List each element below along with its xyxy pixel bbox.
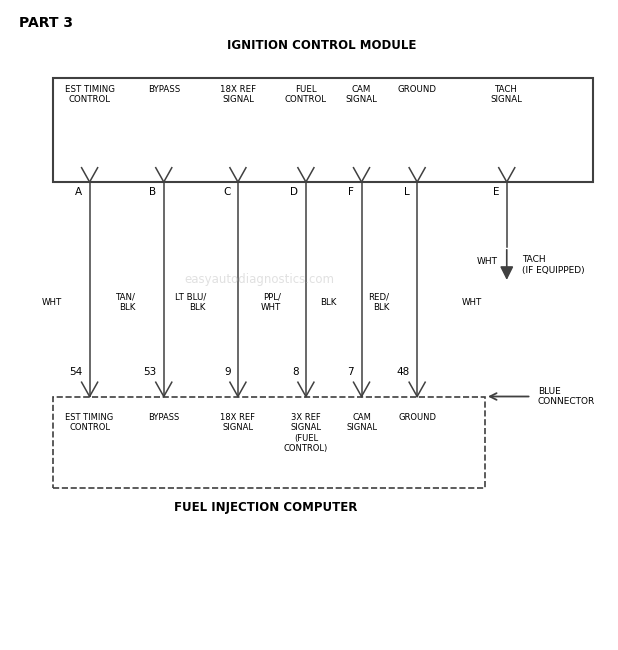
Text: CAM
SIGNAL: CAM SIGNAL (346, 413, 377, 432)
Text: BLUE
CONNECTOR: BLUE CONNECTOR (538, 387, 595, 406)
Text: FUEL INJECTION COMPUTER: FUEL INJECTION COMPUTER (174, 500, 357, 514)
Text: B: B (149, 187, 156, 197)
Text: TACH
SIGNAL: TACH SIGNAL (491, 84, 523, 104)
Text: L: L (404, 187, 410, 197)
Text: FUEL
CONTROL: FUEL CONTROL (285, 84, 327, 104)
Text: F: F (348, 187, 354, 197)
Text: D: D (290, 187, 298, 197)
Text: 48: 48 (397, 367, 410, 377)
Text: IGNITION CONTROL MODULE: IGNITION CONTROL MODULE (227, 39, 416, 52)
Text: TAN/
BLK: TAN/ BLK (116, 292, 136, 312)
Text: WHT: WHT (41, 298, 62, 307)
Text: 3X REF
SIGNAL
(FUEL
CONTROL): 3X REF SIGNAL (FUEL CONTROL) (284, 413, 328, 453)
Text: LT BLU/
BLK: LT BLU/ BLK (174, 292, 206, 312)
Text: WHT: WHT (462, 298, 482, 307)
Text: GROUND: GROUND (398, 413, 436, 422)
Text: EST TIMING
CONTROL: EST TIMING CONTROL (65, 84, 114, 104)
Text: PPL/
WHT: PPL/ WHT (261, 292, 281, 312)
Text: BYPASS: BYPASS (148, 413, 179, 422)
Text: 54: 54 (69, 367, 82, 377)
Text: easyautodiagnostics.com: easyautodiagnostics.com (185, 273, 334, 286)
Text: PART 3: PART 3 (19, 16, 72, 31)
Text: TACH
(IF EQUIPPED): TACH (IF EQUIPPED) (522, 255, 585, 274)
Bar (53, 78, 593, 182)
Text: A: A (75, 187, 82, 197)
Text: 9: 9 (224, 367, 231, 377)
Text: GROUND: GROUND (397, 84, 437, 94)
Text: WHT: WHT (476, 257, 497, 266)
Text: RED/
BLK: RED/ BLK (368, 292, 389, 312)
Text: E: E (493, 187, 499, 197)
Text: 18X REF
SIGNAL: 18X REF SIGNAL (220, 84, 256, 104)
Text: BYPASS: BYPASS (148, 84, 180, 94)
Bar (53, 396, 485, 488)
Text: 7: 7 (347, 367, 354, 377)
Text: EST TIMING
CONTROL: EST TIMING CONTROL (66, 413, 114, 432)
Text: C: C (223, 187, 231, 197)
Text: 53: 53 (143, 367, 156, 377)
Text: 8: 8 (292, 367, 298, 377)
Text: BLK: BLK (321, 298, 337, 307)
Text: CAM
SIGNAL: CAM SIGNAL (345, 84, 378, 104)
Text: 18X REF
SIGNAL: 18X REF SIGNAL (221, 413, 255, 432)
